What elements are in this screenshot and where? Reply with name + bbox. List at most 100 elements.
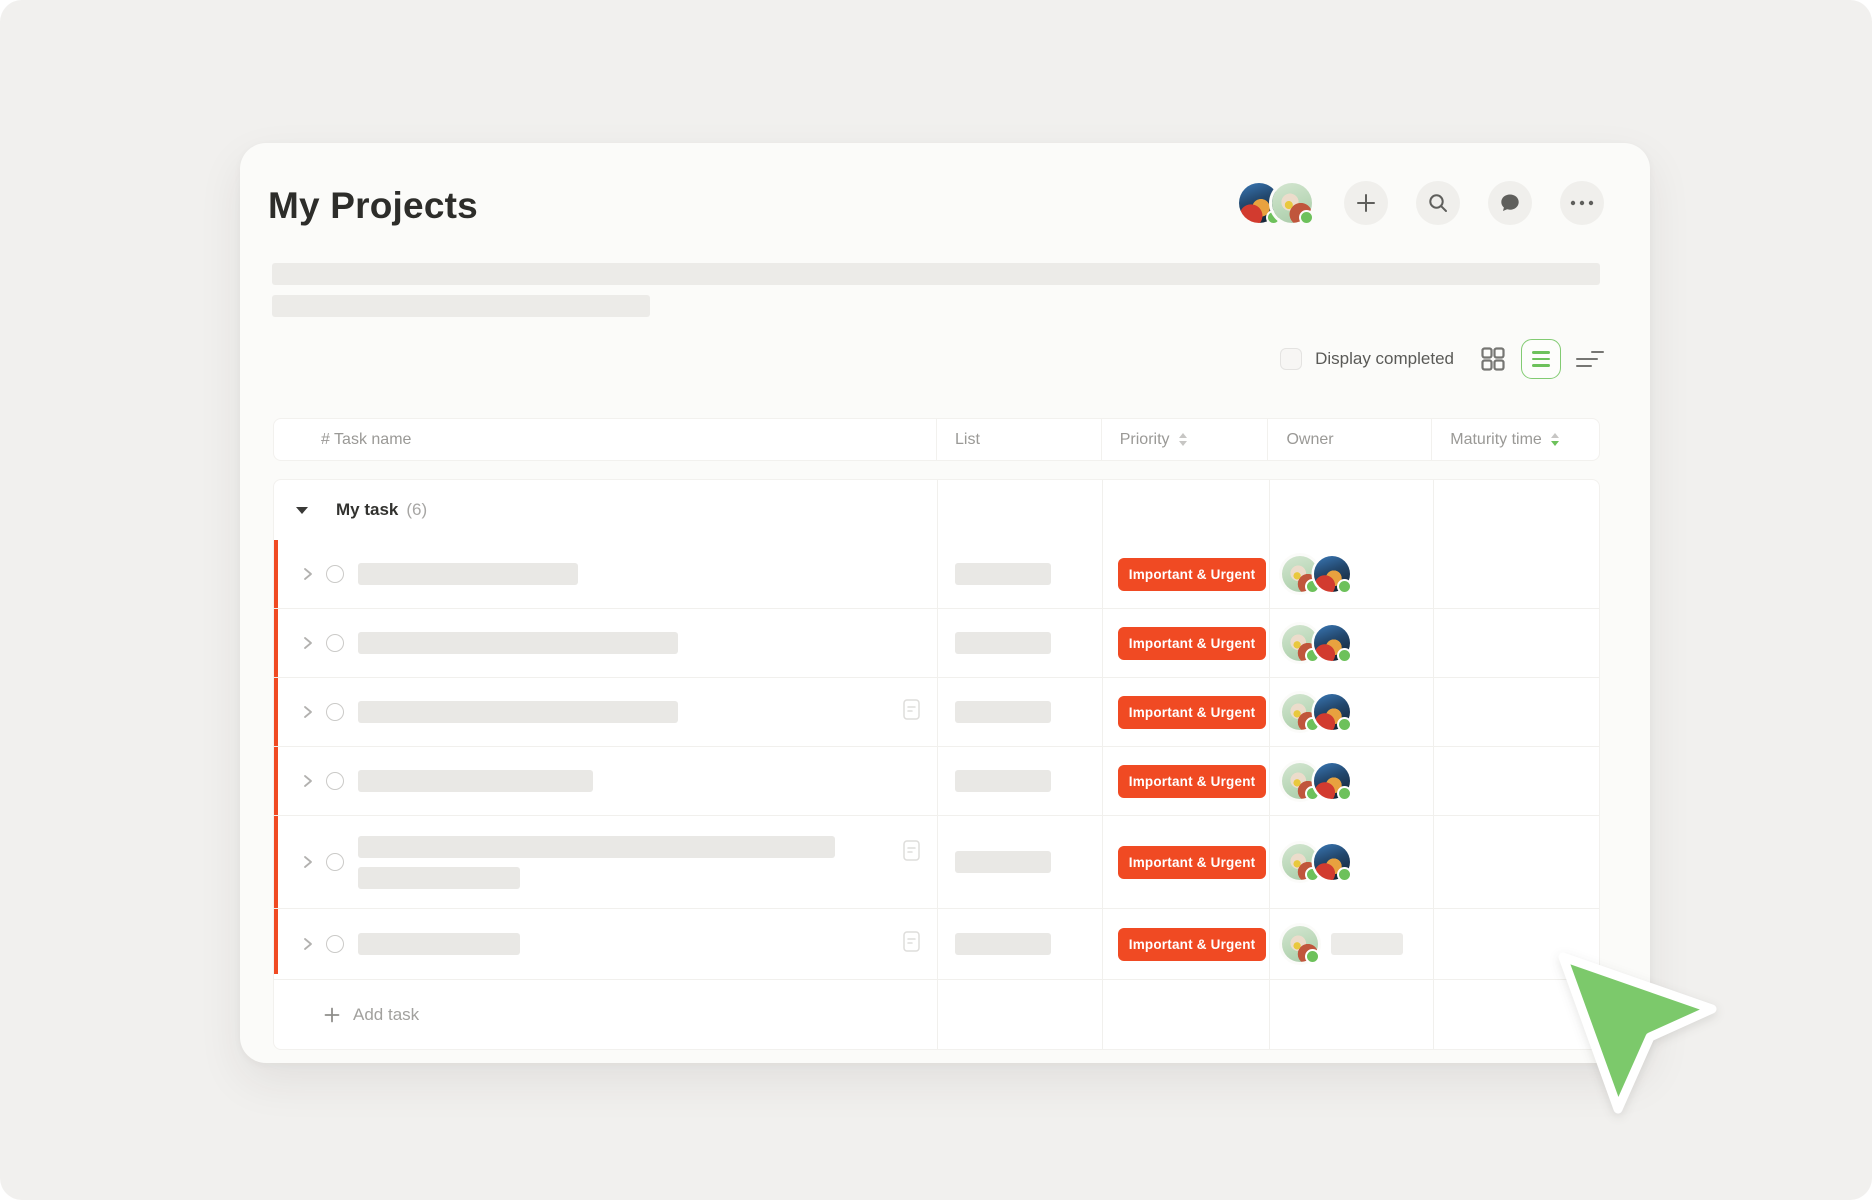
column-header-priority[interactable]: Priority xyxy=(1100,419,1268,460)
task-group-header[interactable]: My task (6) xyxy=(274,480,1599,540)
online-status-dot xyxy=(1299,210,1314,225)
owner-avatar[interactable] xyxy=(1281,625,1320,663)
task-title-placeholder xyxy=(358,866,520,889)
priority-badge[interactable]: Important & Urgent xyxy=(1117,927,1267,961)
plus-icon xyxy=(324,1007,340,1022)
online-status-dot xyxy=(1336,867,1352,882)
online-status-dot xyxy=(1304,949,1320,964)
compact-view-button[interactable] xyxy=(1576,350,1604,368)
task-complete-circle[interactable] xyxy=(326,935,344,953)
table-row[interactable]: Important & Urgent xyxy=(274,815,1599,908)
more-icon xyxy=(1570,200,1594,206)
grid-view-button[interactable] xyxy=(1480,346,1506,372)
column-divider xyxy=(1102,480,1103,1049)
owner-avatar[interactable] xyxy=(1313,694,1352,732)
owner-avatar[interactable] xyxy=(1281,926,1320,964)
display-completed-checkbox[interactable]: Display completed xyxy=(1280,348,1454,370)
more-button[interactable] xyxy=(1560,181,1604,225)
task-title-placeholder xyxy=(358,933,520,955)
chevron-right-icon[interactable] xyxy=(302,705,314,719)
task-complete-circle[interactable] xyxy=(326,565,344,583)
my-projects-panel: My Projects Display comp xyxy=(240,143,1650,1063)
search-icon xyxy=(1429,194,1447,212)
list-placeholder xyxy=(954,933,1051,955)
column-header-list: List xyxy=(935,419,1101,460)
owner-avatar[interactable] xyxy=(1281,844,1320,882)
chevron-right-icon[interactable] xyxy=(302,567,314,581)
maturity-time-cell xyxy=(1431,678,1599,746)
chevron-right-icon[interactable] xyxy=(302,636,314,650)
table-header: # Task name List Priority Owner Maturity… xyxy=(273,418,1600,461)
owner-avatar[interactable] xyxy=(1313,844,1352,882)
sort-icon[interactable] xyxy=(1178,433,1187,446)
task-title-placeholder xyxy=(358,701,678,723)
maturity-time-cell xyxy=(1431,609,1599,677)
chevron-right-icon[interactable] xyxy=(302,774,314,788)
owner-avatar[interactable] xyxy=(1281,763,1320,801)
note-icon xyxy=(903,699,920,725)
online-status-dot xyxy=(1336,648,1352,663)
task-complete-circle[interactable] xyxy=(326,634,344,652)
table-row[interactable]: Important & Urgent xyxy=(274,908,1599,979)
task-title-placeholder xyxy=(358,563,578,585)
page-title: My Projects xyxy=(268,185,478,226)
table-body: My task (6) Important & Urgent xyxy=(273,479,1600,1050)
member-avatar-group xyxy=(1239,183,1314,225)
green-pointer-cursor xyxy=(1558,952,1717,1114)
owner-avatar[interactable] xyxy=(1313,625,1352,663)
list-placeholder xyxy=(954,701,1051,723)
maturity-time-cell xyxy=(1431,540,1599,608)
chat-icon xyxy=(1501,194,1519,211)
add-task-label: Add task xyxy=(353,1004,420,1024)
list-placeholder xyxy=(954,770,1051,792)
priority-badge[interactable]: Important & Urgent xyxy=(1117,557,1267,591)
task-complete-circle[interactable] xyxy=(326,853,344,871)
display-completed-label: Display completed xyxy=(1315,349,1454,368)
priority-badge[interactable]: Important & Urgent xyxy=(1117,626,1267,660)
priority-group-color-bar xyxy=(274,540,278,974)
search-button[interactable] xyxy=(1416,181,1460,225)
priority-badge[interactable]: Important & Urgent xyxy=(1117,764,1267,798)
table-row[interactable]: Important & Urgent xyxy=(274,677,1599,746)
chat-button[interactable] xyxy=(1488,181,1532,225)
view-switcher xyxy=(1480,339,1604,379)
column-divider xyxy=(937,480,938,1049)
task-complete-circle[interactable] xyxy=(326,772,344,790)
task-complete-circle[interactable] xyxy=(326,703,344,721)
description-placeholder xyxy=(272,295,650,317)
maturity-time-cell xyxy=(1431,747,1599,815)
owner-avatar[interactable] xyxy=(1313,556,1352,594)
collapse-triangle-icon[interactable] xyxy=(296,506,308,514)
add-task-button[interactable]: Add task xyxy=(274,979,1599,1049)
column-header-owner: Owner xyxy=(1267,419,1431,460)
list-view-icon xyxy=(1532,351,1550,354)
member-avatar[interactable] xyxy=(1272,183,1314,225)
owner-avatar[interactable] xyxy=(1281,694,1320,732)
list-view-button[interactable] xyxy=(1521,339,1561,379)
note-icon xyxy=(903,931,920,957)
add-button[interactable] xyxy=(1344,181,1388,225)
column-divider xyxy=(1433,480,1434,1049)
chevron-right-icon[interactable] xyxy=(302,937,314,951)
list-placeholder xyxy=(954,632,1051,654)
sort-desc-icon[interactable] xyxy=(1550,433,1559,446)
note-icon xyxy=(903,840,920,866)
online-status-dot xyxy=(1336,786,1352,801)
checkbox-box[interactable] xyxy=(1280,348,1303,370)
table-row[interactable]: Important & Urgent xyxy=(274,746,1599,815)
chevron-right-icon[interactable] xyxy=(302,855,314,869)
table-row[interactable]: Important & Urgent xyxy=(274,608,1599,677)
grid-view-icon xyxy=(1481,347,1505,371)
owner-avatar[interactable] xyxy=(1281,556,1320,594)
description-placeholder xyxy=(272,263,1600,285)
compact-view-icon xyxy=(1576,350,1604,368)
table-row[interactable]: Important & Urgent xyxy=(274,540,1599,608)
owner-avatar[interactable] xyxy=(1313,763,1352,801)
column-header-maturity-time[interactable]: Maturity time xyxy=(1431,419,1599,460)
header-actions xyxy=(1239,181,1604,225)
online-status-dot xyxy=(1336,717,1352,732)
priority-badge[interactable]: Important & Urgent xyxy=(1117,695,1267,729)
priority-badge[interactable]: Important & Urgent xyxy=(1117,845,1267,879)
plus-icon xyxy=(1357,194,1375,212)
